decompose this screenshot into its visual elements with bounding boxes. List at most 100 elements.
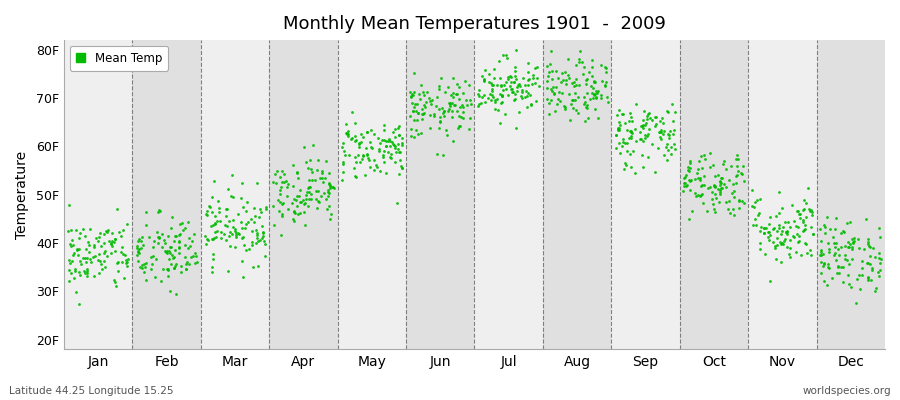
Point: [349, 137, 364, 144]
Point: [445, 99, 459, 106]
Point: [872, 250, 886, 256]
Point: [793, 211, 807, 218]
Point: [579, 104, 593, 110]
Point: [388, 143, 402, 149]
Point: [707, 172, 722, 179]
Point: [786, 233, 800, 239]
Point: [219, 237, 233, 243]
Point: [873, 267, 887, 274]
Point: [175, 263, 189, 269]
Point: [862, 260, 877, 267]
Point: [293, 199, 308, 206]
Point: [584, 57, 598, 63]
Point: [432, 124, 446, 131]
Point: [73, 257, 87, 264]
Point: [281, 181, 295, 188]
Point: [430, 151, 445, 158]
Point: [276, 178, 291, 185]
Point: [651, 144, 665, 151]
Point: [381, 137, 395, 144]
Point: [492, 120, 507, 126]
Point: [576, 71, 590, 77]
Point: [235, 258, 249, 264]
Point: [267, 171, 282, 177]
Point: [409, 127, 423, 133]
Point: [648, 114, 662, 120]
Point: [352, 140, 366, 147]
Point: [609, 145, 624, 151]
Point: [92, 250, 106, 257]
Point: [299, 192, 313, 198]
Point: [498, 110, 512, 117]
Point: [392, 132, 407, 138]
Point: [794, 252, 808, 258]
Point: [820, 281, 834, 288]
Point: [788, 249, 803, 256]
Point: [624, 133, 638, 139]
Point: [581, 115, 596, 121]
Point: [584, 83, 598, 90]
Point: [554, 90, 569, 96]
Point: [436, 108, 451, 114]
Point: [408, 101, 422, 108]
Bar: [611, 40, 680, 350]
Point: [377, 127, 392, 134]
Point: [321, 190, 336, 196]
Point: [392, 132, 406, 138]
Point: [730, 152, 744, 159]
Point: [775, 228, 789, 235]
Point: [64, 227, 78, 233]
Point: [354, 139, 368, 146]
Point: [147, 238, 161, 244]
Point: [134, 238, 148, 244]
Point: [383, 142, 398, 149]
Point: [139, 260, 153, 266]
Point: [205, 269, 220, 275]
Point: [575, 58, 590, 65]
Point: [455, 114, 470, 121]
Point: [700, 184, 715, 191]
Point: [508, 47, 523, 54]
Point: [364, 144, 379, 151]
Point: [799, 250, 814, 256]
Point: [752, 246, 767, 252]
Point: [421, 95, 436, 102]
Point: [828, 244, 842, 250]
Point: [852, 286, 867, 293]
Point: [101, 226, 115, 233]
Point: [492, 90, 507, 97]
Point: [291, 175, 305, 181]
Point: [236, 204, 250, 210]
Point: [457, 77, 472, 84]
Point: [186, 231, 201, 238]
Point: [373, 168, 387, 174]
Point: [617, 140, 632, 146]
Point: [345, 135, 359, 141]
Point: [80, 238, 94, 245]
Point: [717, 181, 732, 188]
Point: [256, 229, 270, 235]
Point: [557, 105, 572, 112]
Point: [256, 230, 270, 236]
Point: [611, 119, 625, 125]
Point: [757, 230, 771, 236]
Point: [780, 244, 795, 250]
Point: [565, 105, 580, 111]
Point: [274, 168, 289, 174]
Point: [577, 101, 591, 107]
Point: [567, 83, 581, 89]
Point: [801, 206, 815, 212]
Point: [679, 179, 693, 186]
Point: [76, 254, 90, 261]
Point: [555, 70, 570, 76]
Point: [63, 240, 77, 247]
Point: [214, 229, 229, 235]
Point: [181, 219, 195, 225]
Point: [164, 224, 178, 231]
Point: [521, 60, 535, 66]
Point: [375, 152, 390, 158]
Point: [302, 203, 316, 210]
Point: [485, 88, 500, 94]
Point: [452, 96, 466, 102]
Point: [477, 76, 491, 82]
